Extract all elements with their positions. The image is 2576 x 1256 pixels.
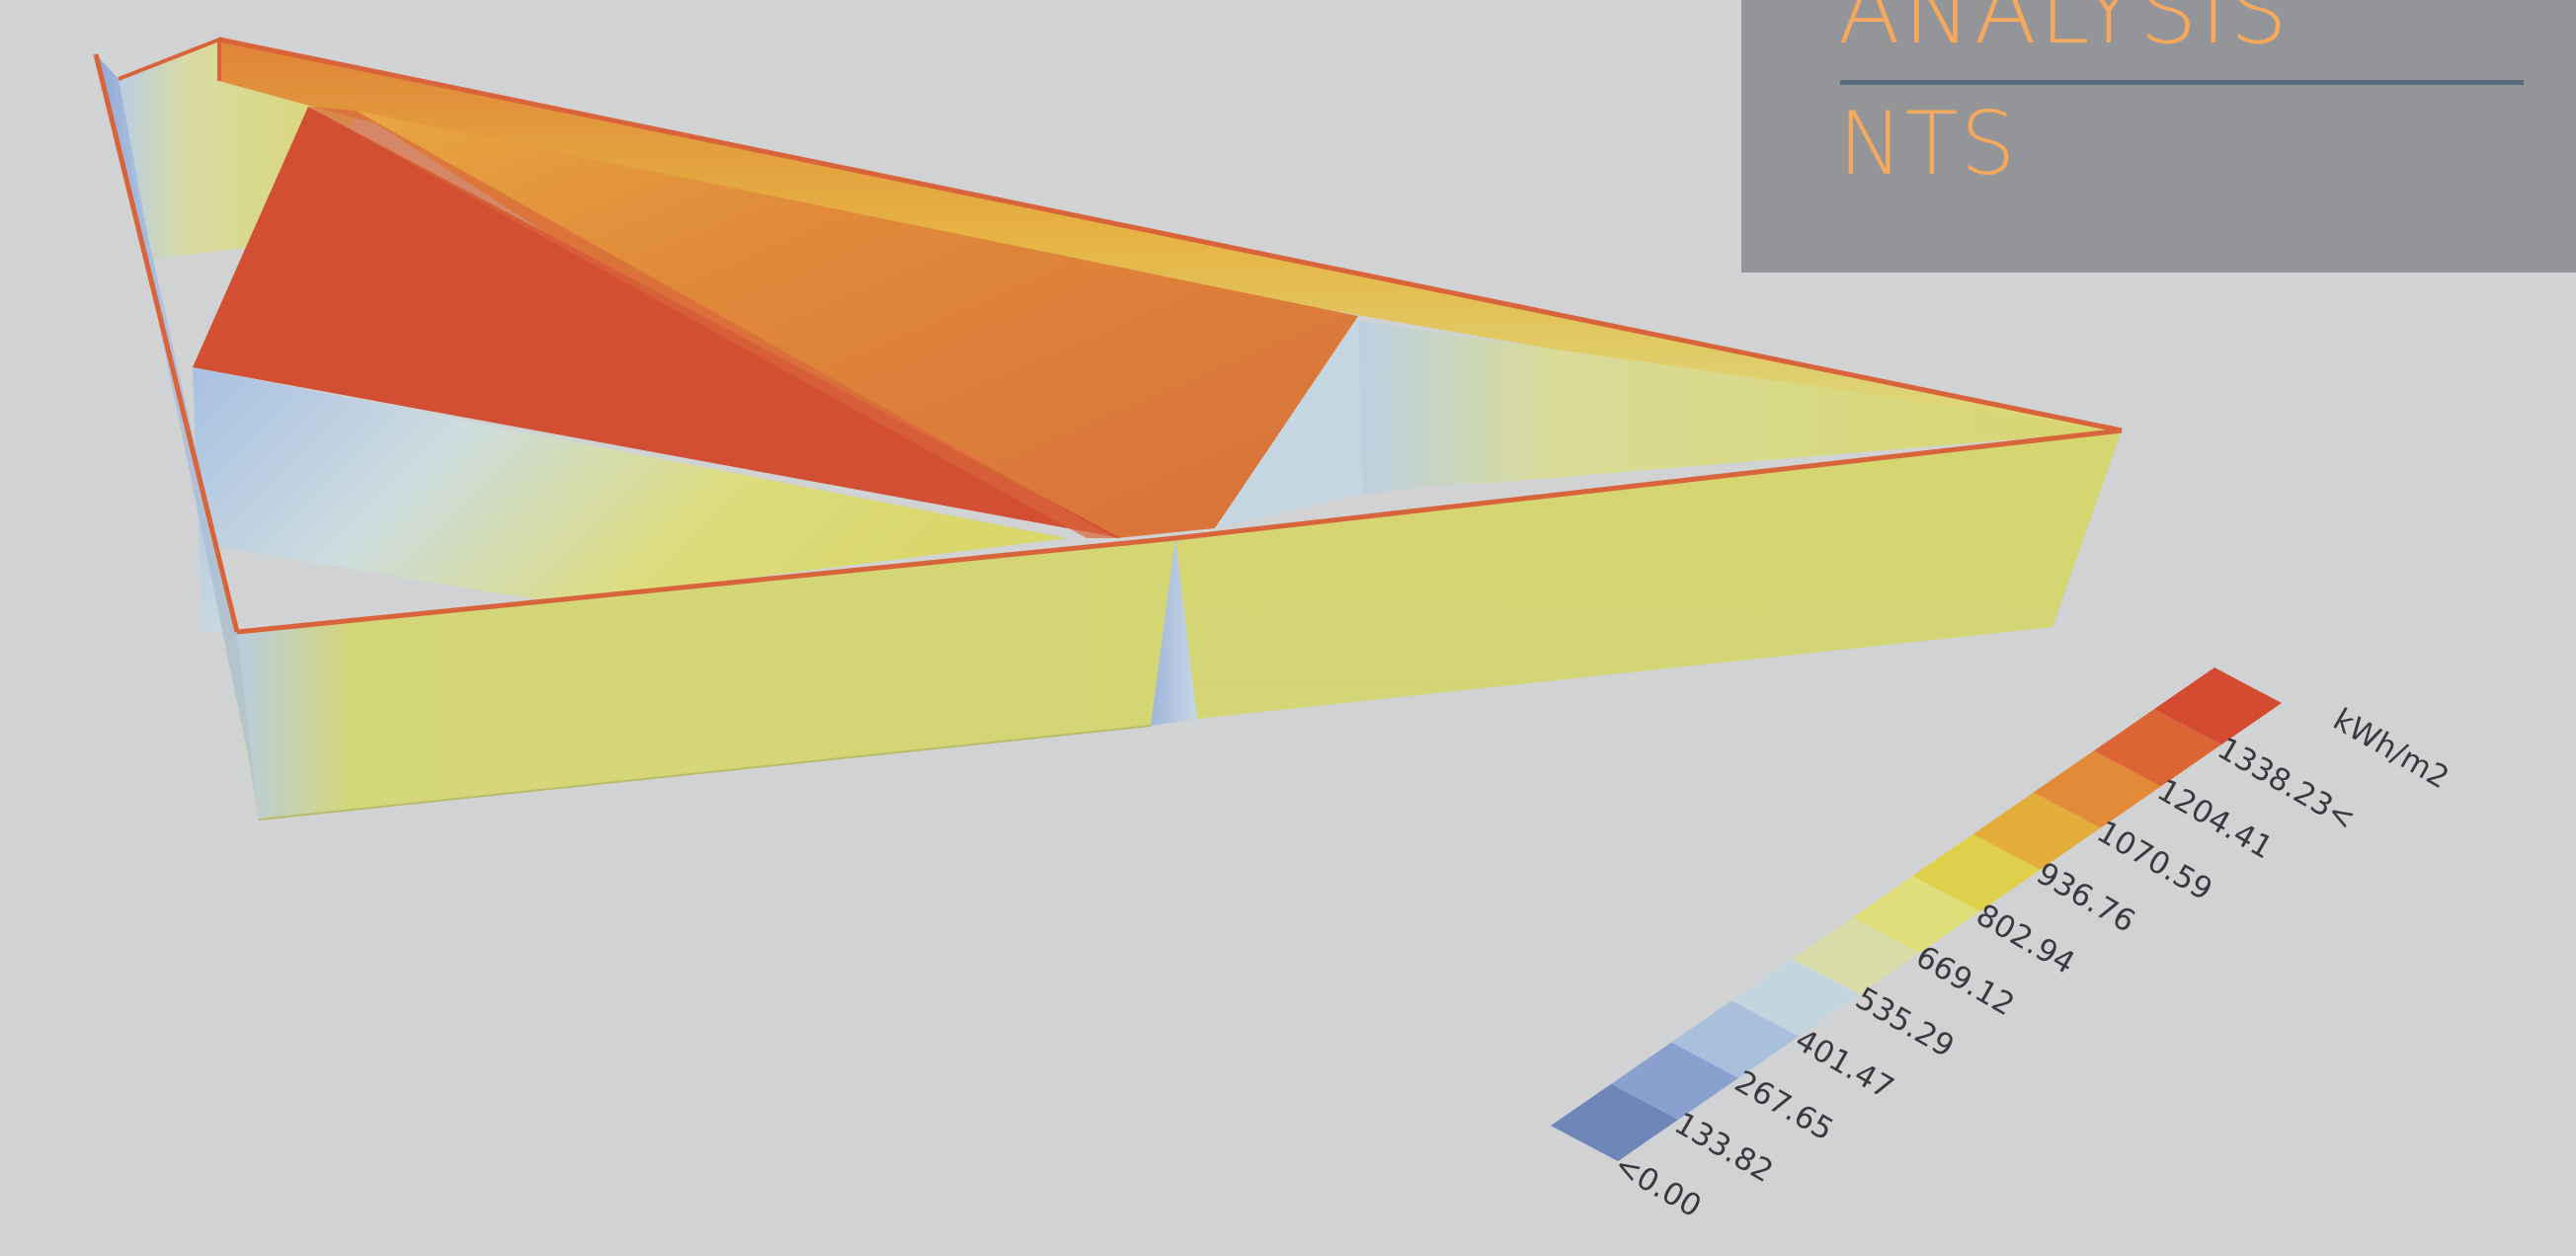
legend-label: 133.82: [1668, 1106, 1779, 1190]
legend-label: 535.29: [1849, 981, 1960, 1064]
legend-label: <0.00: [1608, 1147, 1707, 1225]
legend-label: 936.76: [2031, 855, 2141, 939]
legend-swatch: [1912, 833, 2041, 911]
roof-edge-front: [236, 428, 2123, 635]
legend-swatch: [1611, 1042, 1739, 1120]
legend-swatch: [1792, 917, 1920, 995]
inner-wall-under-roof: [193, 367, 1067, 632]
roof-red-shade: [308, 107, 1116, 538]
title-panel: ANALYSIS NTS: [1741, 0, 2576, 273]
front-wall-bottom-edge: [258, 725, 1152, 821]
roof-red-surface: [193, 107, 1121, 538]
roof-edge-top: [218, 37, 2123, 433]
legend-swatch: [2153, 667, 2282, 746]
legend-labels: <0.00133.82267.65401.47535.29669.12802.9…: [1608, 731, 2361, 1224]
legend-swatch: [2033, 750, 2161, 828]
legend-swatches: [1551, 667, 2282, 1161]
legend-label: 267.65: [1729, 1063, 1839, 1147]
title-divider: [1840, 80, 2524, 85]
legend-label: 802.94: [1971, 898, 2081, 981]
title-nts: NTS: [1838, 93, 2018, 195]
back-wall-right: [1358, 321, 2122, 494]
legend-swatch: [1551, 1083, 1679, 1161]
legend-unit: kWh/m2: [2327, 702, 2455, 796]
valley-wall: [1215, 318, 1361, 528]
legend-swatch: [1731, 959, 1860, 1037]
legend-swatch: [1671, 1000, 1800, 1078]
legend-label: 669.12: [1909, 939, 2020, 1023]
legend-swatch: [1852, 875, 1980, 954]
roof-edge-back-left: [118, 37, 221, 81]
legend-label: 401.47: [1789, 1022, 1899, 1106]
courtyard-front-left: [207, 545, 553, 634]
roof-edge-left: [93, 53, 240, 633]
title-analysis: ANALYSIS: [1838, 0, 2291, 64]
front-wall-right: [1175, 431, 2122, 719]
legend-swatch: [2093, 709, 2221, 787]
roof-main-surface: [356, 111, 1358, 538]
legend-swatch: [1972, 792, 2101, 870]
courtyard-left: [153, 247, 255, 367]
courtyard-right: [1215, 482, 1482, 528]
